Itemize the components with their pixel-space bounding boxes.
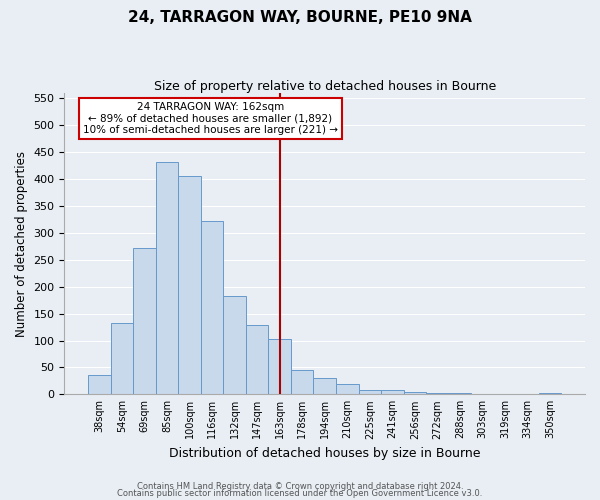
Text: 24 TARRAGON WAY: 162sqm
← 89% of detached houses are smaller (1,892)
10% of semi: 24 TARRAGON WAY: 162sqm ← 89% of detache… [83,102,338,135]
Bar [268,339,291,394]
Text: Contains HM Land Registry data © Crown copyright and database right 2024.: Contains HM Land Registry data © Crown c… [137,482,463,491]
Text: Contains public sector information licensed under the Open Government Licence v3: Contains public sector information licen… [118,490,482,498]
Bar [359,390,381,394]
Bar [88,376,110,394]
Bar [539,393,562,394]
Bar [426,392,449,394]
Title: Size of property relative to detached houses in Bourne: Size of property relative to detached ho… [154,80,496,93]
Bar [381,390,404,394]
Bar [155,162,178,394]
Y-axis label: Number of detached properties: Number of detached properties [15,150,28,336]
Bar [291,370,313,394]
Text: 24, TARRAGON WAY, BOURNE, PE10 9NA: 24, TARRAGON WAY, BOURNE, PE10 9NA [128,10,472,25]
Bar [246,326,268,394]
Bar [201,221,223,394]
Bar [336,384,359,394]
X-axis label: Distribution of detached houses by size in Bourne: Distribution of detached houses by size … [169,447,481,460]
Bar [449,393,471,394]
Bar [133,248,155,394]
Bar [110,322,133,394]
Bar [223,296,246,394]
Bar [404,392,426,394]
Bar [313,378,336,394]
Bar [178,176,201,394]
